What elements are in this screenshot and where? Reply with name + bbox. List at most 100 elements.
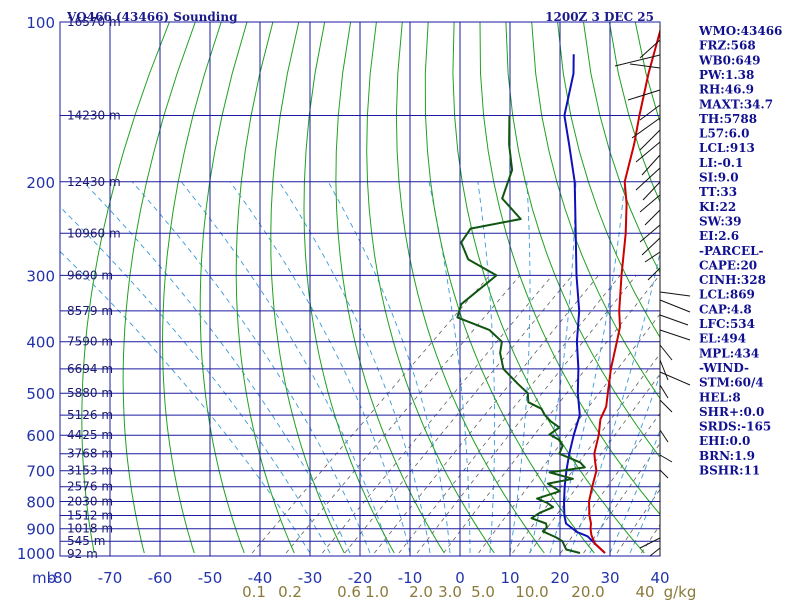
moist-adiabat <box>229 181 411 554</box>
index-item: L57:6.0 <box>699 127 749 141</box>
wind-barb <box>659 399 673 413</box>
mixing-ratio-label: 0.1 <box>242 583 266 600</box>
wind-barb <box>659 299 691 313</box>
wind-barb <box>639 104 661 121</box>
mixing-ratio-label: g/kg <box>664 583 697 600</box>
wind-barb <box>635 141 661 163</box>
pressure-unit-label: mb <box>32 569 56 587</box>
wind-barb <box>614 54 661 67</box>
mixing-ratio-label: 5.0 <box>471 583 495 600</box>
pressure-tick-label: 100 <box>26 14 55 32</box>
temperature-tick-label: 40 <box>650 569 669 587</box>
mixing-ratio-line <box>374 275 599 554</box>
index-item: LFC:534 <box>699 317 755 331</box>
moist-adiabat <box>569 250 660 554</box>
height-label: 3153 m <box>67 464 113 478</box>
sounding-time: 1200Z 3 DEC 25 <box>545 10 654 24</box>
pressure-tick-label: 500 <box>26 385 55 403</box>
parcel-trace <box>563 54 606 554</box>
temperature-tick-label: -80 <box>48 569 73 587</box>
wind-barb <box>639 39 661 59</box>
pressure-temperature-grid <box>59 21 661 557</box>
temperature-trace <box>588 27 660 554</box>
temperature-tick-label: -20 <box>348 569 373 587</box>
height-label: 92 m <box>67 547 98 561</box>
index-item: KI:22 <box>699 200 736 214</box>
height-label: 2576 m <box>67 480 113 494</box>
index-item: EHI:0.0 <box>699 434 750 448</box>
moist-adiabat <box>629 480 660 554</box>
pressure-tick-label: 1000 <box>17 545 55 563</box>
height-label: 7590 m <box>67 335 113 349</box>
sounding-traces <box>456 27 660 554</box>
pressure-tick-label: 300 <box>26 267 55 285</box>
index-item: STM:60/4 <box>699 376 764 390</box>
index-item: LCL:869 <box>699 288 755 302</box>
wind-barb <box>659 329 691 341</box>
index-item: TT:33 <box>699 185 737 199</box>
pressure-tick-label: 700 <box>26 463 55 481</box>
index-item: HEL:8 <box>699 390 741 404</box>
index-item: WB0:649 <box>698 53 760 67</box>
pressure-tick-label: 200 <box>26 174 55 192</box>
height-label: 16570 m <box>67 15 121 29</box>
height-label: 9690 m <box>67 268 113 282</box>
temperature-tick-label: 20 <box>550 569 569 587</box>
wind-barb <box>659 469 669 479</box>
wind-barb <box>659 344 673 361</box>
index-item: -WIND- <box>699 361 749 375</box>
index-item: SI:9.0 <box>699 171 739 185</box>
wind-barb <box>659 454 673 463</box>
index-item: BSHR:11 <box>699 464 760 478</box>
mixing-ratio-line <box>443 275 660 554</box>
sounding-title: VQ466 (43466) Sounding <box>66 10 238 24</box>
index-item: WMO:43466 <box>698 24 782 38</box>
wind-barb <box>627 89 661 101</box>
wind-barb <box>659 371 691 386</box>
wind-barb <box>631 117 661 139</box>
height-label: 5880 m <box>67 386 113 400</box>
index-item: TH:5788 <box>699 112 757 126</box>
temperature-tick-label: -10 <box>398 569 423 587</box>
index-item: RH:46.9 <box>699 83 754 97</box>
wind-barb-column <box>614 25 691 557</box>
wind-barb <box>641 237 661 256</box>
wind-barb <box>659 291 691 297</box>
mixing-ratio-label: 0.6 <box>337 583 361 600</box>
index-item: CAP:4.8 <box>699 302 752 316</box>
index-item: SRDS:-165 <box>699 420 771 434</box>
height-label: 6694 m <box>67 362 113 376</box>
temperature-tick-label: -40 <box>248 569 273 587</box>
dewpoint-trace <box>456 115 586 554</box>
index-item: EL:494 <box>699 332 746 346</box>
temperature-tick-label: -50 <box>198 569 223 587</box>
wind-barb <box>659 384 669 399</box>
index-item: FRZ:568 <box>699 39 756 53</box>
height-label: 1512 m <box>67 509 113 523</box>
pressure-tick-label: 400 <box>26 334 55 352</box>
wind-barb <box>639 537 661 549</box>
index-item: CAPE:20 <box>699 258 757 272</box>
index-item: SHR+:0.0 <box>699 405 764 419</box>
wind-barb <box>644 251 661 263</box>
height-label: 8579 m <box>67 304 113 318</box>
mixing-ratio-label: 40 <box>635 583 654 600</box>
index-item: MPL:434 <box>699 346 759 360</box>
mixing-ratio-label: 1.0 <box>365 583 389 600</box>
wind-barb <box>635 167 661 191</box>
temperature-tick-label: -70 <box>98 569 123 587</box>
index-item: BRN:1.9 <box>699 449 755 463</box>
temperature-tick-label: 10 <box>500 569 519 587</box>
index-item: -PARCEL- <box>699 244 764 258</box>
temperature-tick-label: 30 <box>600 569 619 587</box>
mixing-ratio-label: 20.0 <box>571 583 604 600</box>
index-item: SW:39 <box>699 214 741 228</box>
temperature-tick-label: 0 <box>455 569 465 587</box>
mixing-ratio-label: 0.2 <box>278 583 302 600</box>
height-label: 2030 m <box>67 495 113 509</box>
wind-barb <box>639 224 661 243</box>
height-label: 10960 m <box>67 226 121 240</box>
mixing-ratio-label: 2.0 <box>409 583 433 600</box>
